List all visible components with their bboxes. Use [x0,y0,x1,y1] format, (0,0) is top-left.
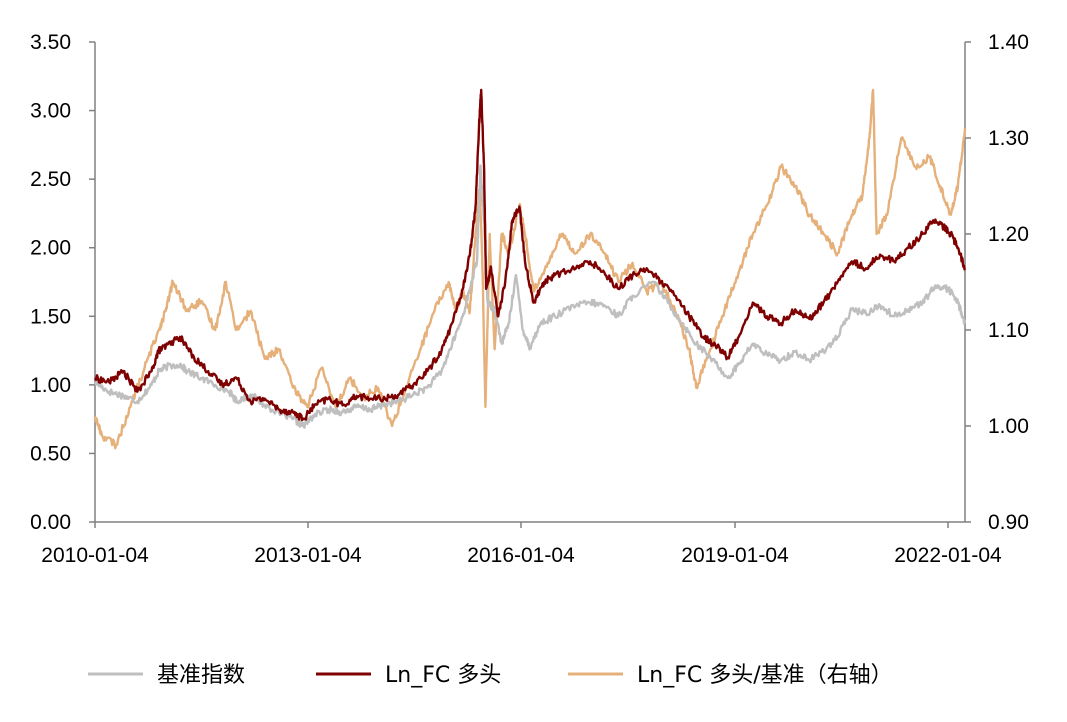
y-right-tick-label: 1.00 [988,415,1029,438]
y-left-tick-label: 1.00 [30,374,71,397]
y-right-tick-label: 1.30 [988,127,1029,150]
y-left-tick-label: 0.00 [30,511,71,534]
legend-label: Ln_FC 多头/基准（右轴） [637,663,893,688]
series-layer [93,88,967,450]
legend-label: Ln_FC 多头 [385,663,501,688]
y-right-tick-label: 0.90 [988,511,1029,534]
x-tick-label: 2013-01-04 [254,544,362,567]
y-right-tick-label: 1.10 [988,319,1029,342]
axes [89,41,971,528]
y-left-tick-label: 2.00 [30,237,71,260]
y-left-tick-label: 2.50 [30,168,71,191]
series-line-2 [93,88,967,450]
legend-label: 基准指数 [157,663,245,688]
y-left-tick-label: 3.50 [30,31,71,54]
y-right-tick-label: 1.40 [988,31,1029,54]
y-right-tick-label: 1.20 [988,223,1029,246]
x-tick-label: 2019-01-04 [681,544,789,567]
series-line-0 [93,164,967,429]
y-left-tick-label: 0.50 [30,442,71,465]
x-tick-label: 2016-01-04 [467,544,575,567]
y-left-tick-label: 1.50 [30,305,71,328]
series-line-1 [93,88,967,422]
y-left-tick-label: 3.00 [30,100,71,123]
tick-labels: 0.00 0.50 1.00 1.50 2.00 2.50 3.00 3.50 0.90 1.00… [30,31,1029,567]
x-tick-label: 2010-01-04 [41,544,149,567]
legend: 基准指数 Ln_FC 多头 Ln_FC 多头/基准（右轴） [88,663,893,688]
x-tick-label: 2022-01-04 [894,544,1002,567]
